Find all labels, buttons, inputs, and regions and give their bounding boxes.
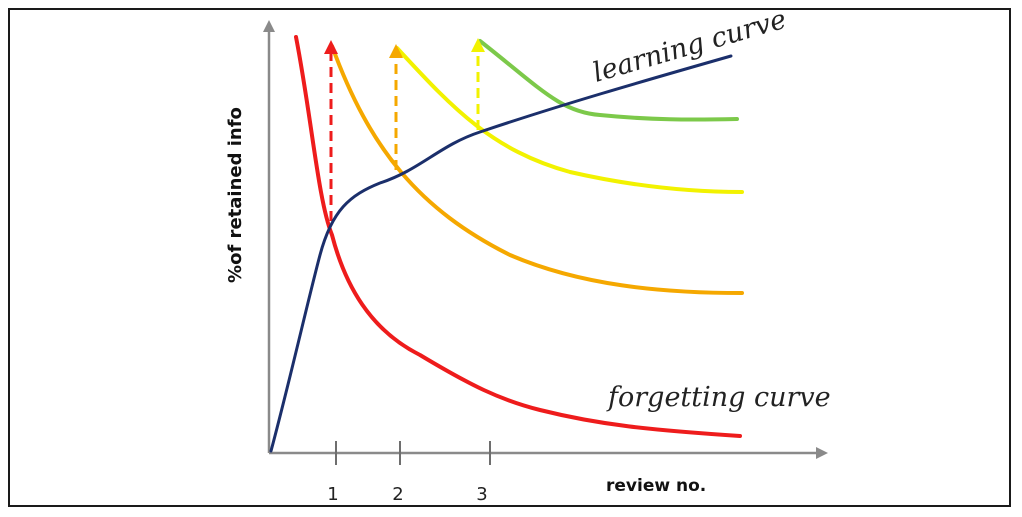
- tick-label-1: 1: [327, 484, 338, 505]
- forgetting-curve-label: forgetting curve: [606, 382, 831, 413]
- learning-curve-label: learning curve: [589, 4, 789, 89]
- review-1-retention-curve: [330, 44, 744, 295]
- y-axis-label: %of retained info: [225, 107, 246, 283]
- review-3-arrowhead: [471, 38, 485, 52]
- forgetting-curve: [294, 35, 742, 438]
- review-3-retention-curve: [478, 39, 739, 122]
- figure-frame: [8, 8, 1011, 507]
- review-1-arrowhead: [324, 40, 338, 54]
- learning-curve: [269, 54, 733, 453]
- tick-label-2: 2: [392, 484, 403, 505]
- x-axis-label: review no.: [606, 476, 706, 496]
- tick-label-3: 3: [476, 484, 487, 505]
- review-2-arrowhead: [389, 44, 403, 58]
- review-2-retention-curve: [395, 46, 744, 194]
